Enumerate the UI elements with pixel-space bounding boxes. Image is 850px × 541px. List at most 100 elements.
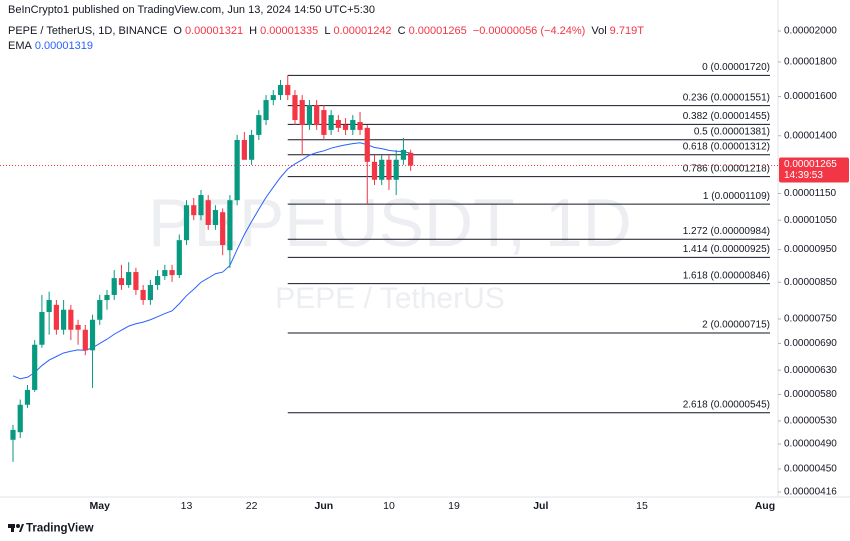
candle-body [408,152,414,166]
legend-close: 0.00001265 [408,25,467,37]
candle-body [133,272,139,290]
fib-label: 0.786 (0.00001218) [683,163,770,174]
legend-key: O [173,25,182,37]
candle-body [46,300,52,313]
fib-label: 0 (0.00001720) [702,62,770,73]
legend-row: EMA 0.00001319 [8,40,96,52]
candle-body [321,110,327,135]
legend-symbol: PEPE / TetherUS, 1D, BINANCE [8,25,168,37]
x-tick-label: 13 [181,500,193,512]
candle-body [342,125,349,130]
y-tick-label: 0.00000580 [784,389,837,400]
candle-body [335,120,341,128]
candle-body [328,115,334,130]
last-price-box [779,157,849,183]
candle-body [39,312,45,345]
last-price-label: 0.00001265 [784,159,837,170]
candle-body [371,161,378,180]
candle-body [220,212,226,245]
y-tick-label: 0.00001050 [784,215,837,226]
legend-low: 0.00001242 [333,25,392,37]
candle-body [82,329,88,351]
candle-body [306,105,313,126]
candle-body [285,85,291,96]
fib-label: 0.618 (0.00001312) [683,141,770,152]
candle-body [191,205,197,216]
footer-brand: TradingView [26,523,94,535]
legend-key: H [249,25,258,37]
candle-body [61,309,67,330]
legend-key: L [324,25,331,37]
candle-body [147,285,153,301]
legend-open: 0.00001321 [184,25,244,37]
candle-body [10,429,16,440]
candle-body [357,122,363,130]
legend-high: 0.00001335 [260,25,319,37]
legend-ema-value: 0.00001319 [34,40,93,52]
legend-ema-name: EMA [8,40,32,52]
x-tick-label: Jun [315,500,334,512]
x-tick-label: May [90,500,111,512]
watermark-name: PEPE / TetherUS [275,282,505,315]
candle-body [68,309,74,330]
y-tick-label: 0.00000690 [784,338,837,349]
candle-body [104,294,110,301]
candle-body [234,139,240,201]
candle-body [393,159,399,180]
candle-body [32,344,38,390]
candle-body [277,85,284,96]
candle-body [183,205,190,241]
y-tick-label: 0.00001400 [784,130,837,141]
candle-body [299,100,305,126]
y-tick-label: 0.00000950 [784,244,837,255]
y-tick-label: 0.00000450 [784,464,837,475]
candle-body [53,304,59,330]
header: BeInCrypto1 published on TradingView.com… [8,4,378,16]
candle-body [24,389,31,405]
fib-label: 2 (0.00000715) [702,320,770,331]
candle-body [212,210,219,225]
fib-label: 0.382 (0.00001455) [683,111,770,122]
x-tick-label: Aug [755,500,775,512]
fib-label: 0.236 (0.00001551) [683,92,770,103]
candle-body [162,270,168,277]
candle-body [111,278,117,295]
legend-volume: 9.719T [609,25,644,37]
candle-body [176,240,182,276]
candle-body [379,159,385,180]
y-tick-label: 0.00000750 [784,314,837,325]
candle-body [248,134,255,160]
candle-body [198,195,204,216]
y-tick-label: 0.00001600 [784,91,837,102]
candle-body [314,105,320,126]
candle-body [89,319,96,351]
ema-line [12,142,411,380]
y-tick-label: 0.00000530 [784,416,837,427]
candle-body [350,120,356,130]
candle-body [17,404,23,433]
fib-label: 1 (0.00001109) [703,191,770,202]
y-tick-label: 0.00001800 [784,57,837,68]
fib-label: 1.272 (0.00000984) [683,226,770,237]
candle-body [386,159,392,180]
candle-body [400,149,407,160]
candle-body [227,200,233,251]
x-tick-label: 10 [383,500,395,512]
y-tick-label: 0.00001150 [784,188,837,199]
y-tick-label: 0.00000490 [784,439,837,450]
footer-logo [8,524,24,532]
candle-body [256,115,262,135]
y-tick-label: 0.00000416 [784,487,837,498]
countdown-label: 14:39:53 [784,170,823,181]
fib-label: 1.618 (0.00000846) [683,270,770,281]
fib-label: 1.414 (0.00000925) [683,244,770,255]
candle-body [205,200,211,225]
candle-body [97,300,103,320]
x-tick-label: 15 [636,500,648,512]
candle-body [140,289,146,301]
candle-body [169,270,175,276]
candle-body [75,324,81,330]
candle-body [126,272,132,286]
